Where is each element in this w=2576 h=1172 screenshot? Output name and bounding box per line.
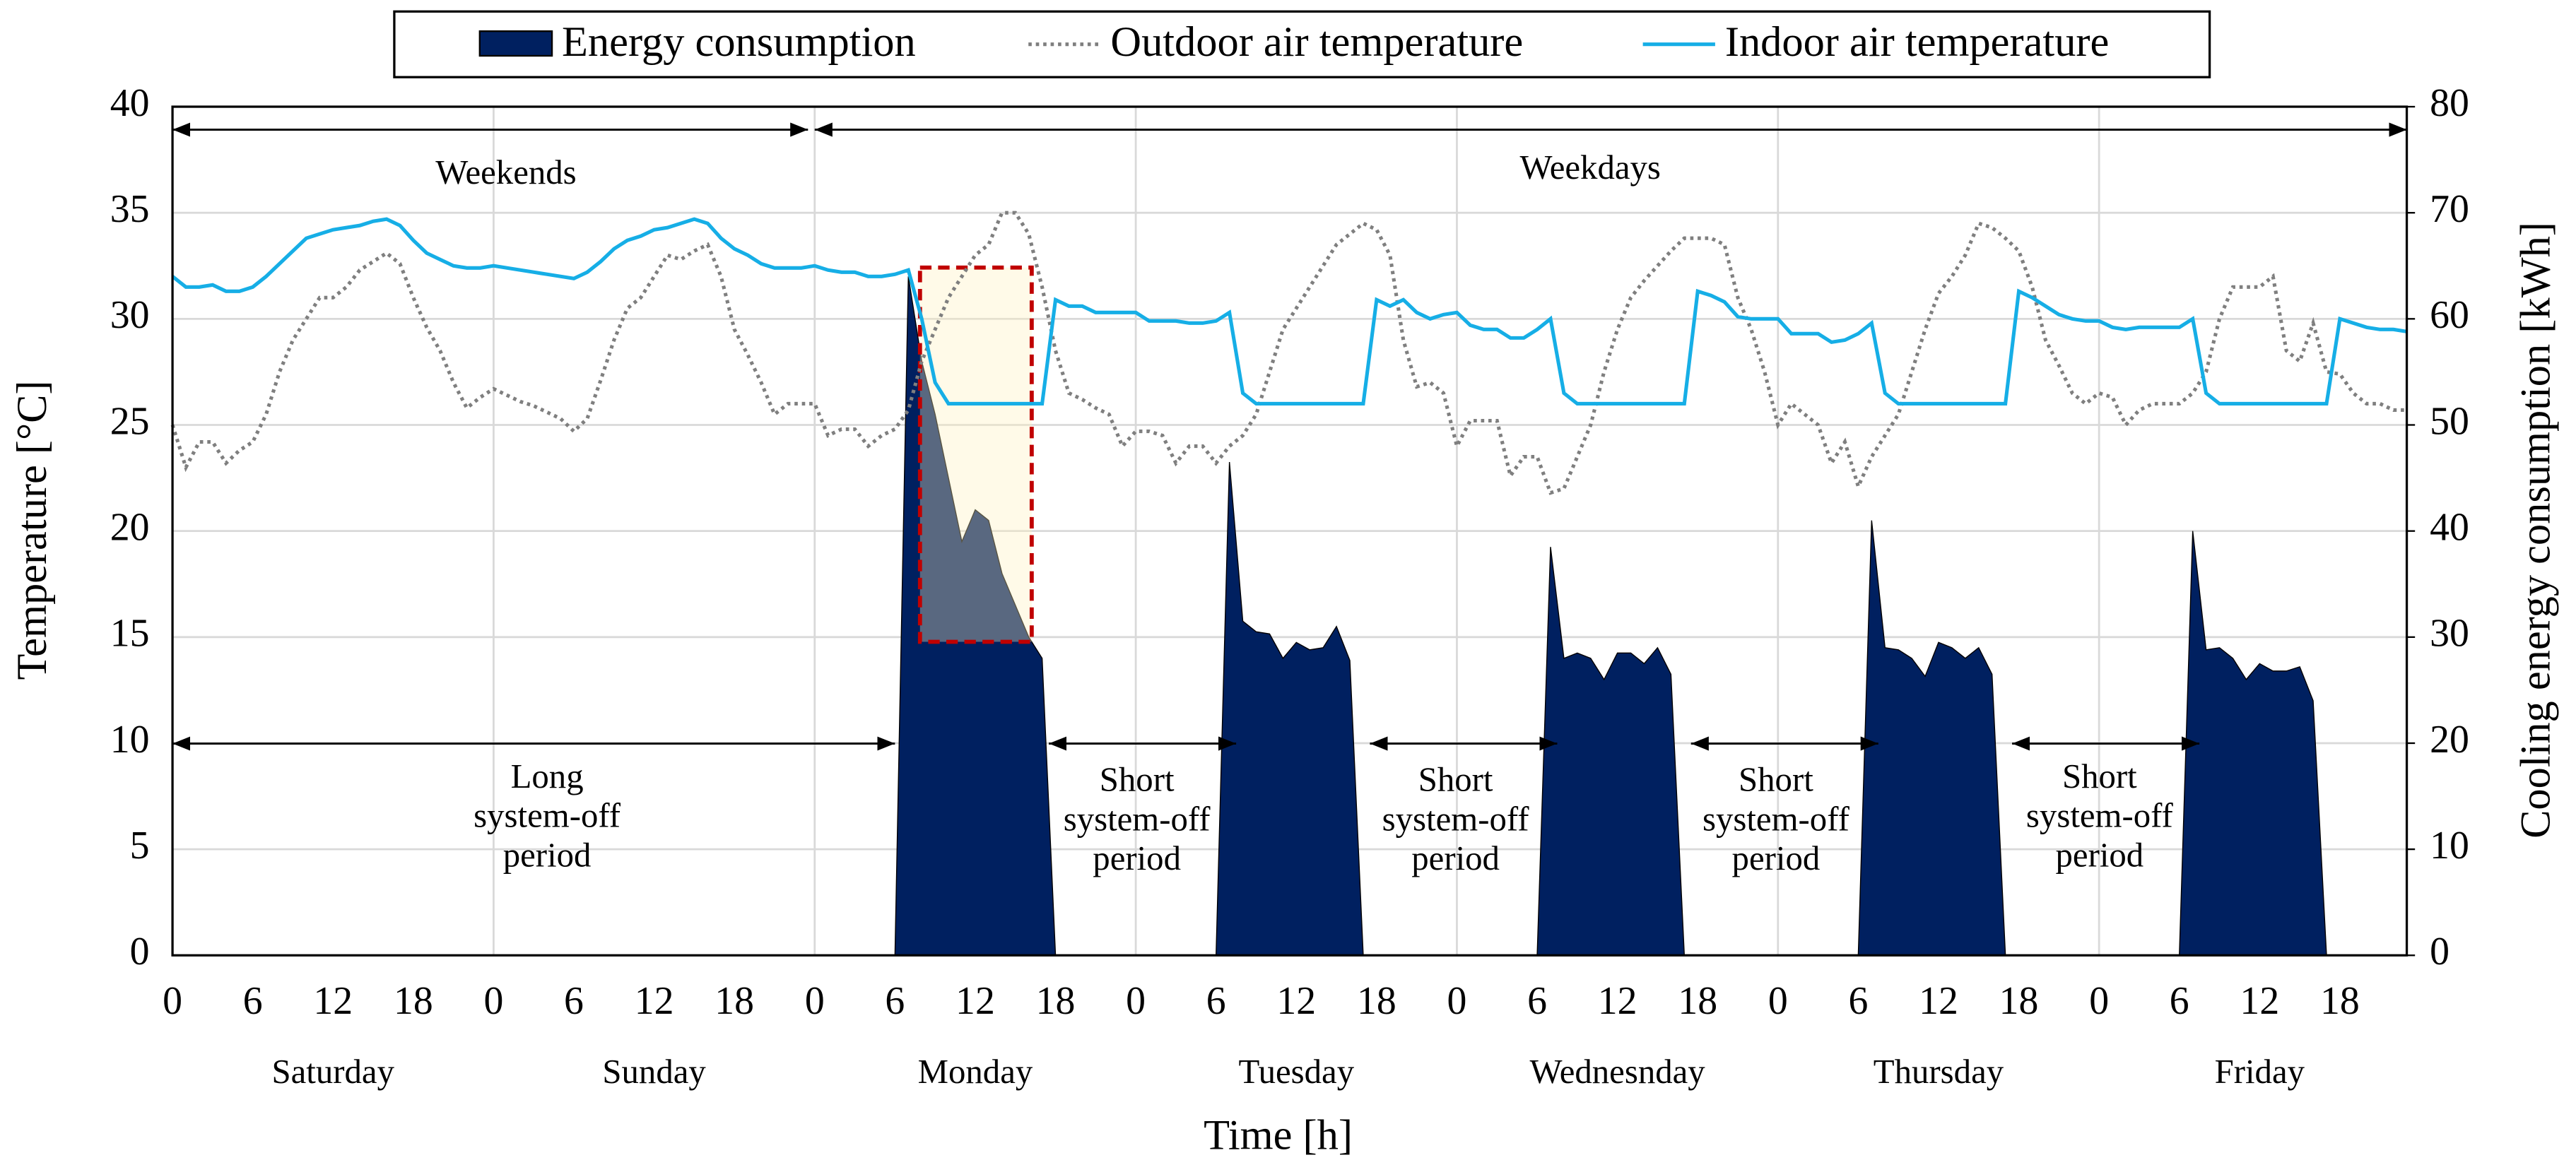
- x-tick-label: 0: [805, 979, 825, 1023]
- y-tick-label: 25: [110, 399, 150, 443]
- legend-box: [393, 10, 2211, 78]
- legend-label: Indoor air temperature: [1725, 18, 2110, 66]
- annotation-text: system-off: [474, 797, 621, 835]
- day-label: Saturday: [272, 1053, 395, 1091]
- annotation-text: Short: [2062, 757, 2137, 795]
- x-tick-label: 12: [313, 979, 353, 1023]
- y-tick-label: 30: [110, 293, 150, 337]
- annotation-text: Weekdays: [1520, 148, 1661, 187]
- legend-label: Energy consumption: [562, 18, 916, 66]
- annotation-text: period: [503, 836, 592, 874]
- x-tick-label: 0: [163, 979, 182, 1023]
- x-axis-title: Time [h]: [1204, 1111, 1353, 1159]
- x-tick-label: 12: [2240, 979, 2279, 1023]
- y2-tick-label: 40: [2430, 505, 2469, 549]
- highlight-box: [917, 265, 1034, 644]
- annotation-text: Short: [1418, 761, 1493, 799]
- line: [170, 211, 2407, 495]
- x-tick-label: 12: [1276, 979, 1316, 1023]
- day-label: Monday: [918, 1053, 1033, 1091]
- x-tick-label: 6: [1527, 979, 1547, 1023]
- day-label: Thursday: [1874, 1053, 2004, 1091]
- x-tick-label: 18: [1999, 979, 2039, 1023]
- legend-label: Outdoor air temperature: [1110, 18, 1523, 66]
- x-tick-label: 12: [955, 979, 995, 1023]
- annotation-text: system-off: [2026, 797, 2174, 835]
- y-axis-title: Temperature [°C]: [8, 380, 56, 680]
- x-tick-label: 6: [1206, 979, 1226, 1023]
- x-tick-label: 0: [1768, 979, 1788, 1023]
- y2-tick-label: 10: [2430, 824, 2469, 868]
- y2-tick-label: 0: [2430, 930, 2449, 973]
- annotation-text: period: [1093, 839, 1181, 877]
- x-tick-label: 6: [2170, 979, 2189, 1023]
- x-tick-label: 0: [2089, 979, 2109, 1023]
- y2-tick-label: 80: [2430, 81, 2469, 125]
- y-tick-label: 20: [110, 505, 150, 549]
- annotation-text: Long: [511, 757, 584, 795]
- x-tick-label: 12: [1598, 979, 1637, 1023]
- x-tick-label: 18: [394, 979, 433, 1023]
- x-tick-label: 6: [243, 979, 263, 1023]
- y-tick-label: 5: [130, 824, 150, 868]
- y2-tick-label: 20: [2430, 718, 2469, 762]
- day-label: Friday: [2215, 1053, 2305, 1091]
- y-tick-label: 10: [110, 718, 150, 762]
- plot-frame: [171, 105, 2409, 957]
- x-tick-label: 18: [1036, 979, 1076, 1023]
- y-tick-label: 40: [110, 81, 150, 125]
- legend-swatch: [478, 30, 553, 57]
- x-tick-label: 18: [714, 979, 754, 1023]
- y-tick-label: 0: [130, 930, 150, 973]
- x-tick-label: 0: [483, 979, 503, 1023]
- y2-tick-label: 50: [2430, 399, 2469, 443]
- annotation-text: system-off: [1702, 800, 1850, 838]
- y2-tick-label: 70: [2430, 187, 2469, 231]
- x-tick-label: 18: [1678, 979, 1717, 1023]
- x-tick-label: 18: [1357, 979, 1396, 1023]
- day-label: Tuesday: [1238, 1053, 1354, 1091]
- x-tick-label: 6: [885, 979, 905, 1023]
- y2-tick-label: 30: [2430, 612, 2469, 656]
- x-tick-label: 0: [1447, 979, 1467, 1023]
- annotation-text: Short: [1100, 761, 1175, 799]
- y-tick-label: 15: [110, 612, 150, 656]
- annotation-text: Short: [1739, 761, 1813, 799]
- y2-tick-label: 60: [2430, 293, 2469, 337]
- x-tick-label: 6: [564, 979, 584, 1023]
- annotation-text: system-off: [1382, 800, 1530, 838]
- x-tick-label: 0: [1126, 979, 1146, 1023]
- annotation-text: period: [2056, 836, 2144, 874]
- annotation-text: period: [1732, 839, 1821, 877]
- x-tick-label: 12: [635, 979, 674, 1023]
- y-tick-label: 35: [110, 187, 150, 231]
- annotation-text: Weekends: [435, 153, 576, 191]
- annotation-text: system-off: [1064, 800, 1211, 838]
- y2-axis-title: Cooling energy consumption [kWh]: [2512, 222, 2560, 839]
- x-tick-label: 18: [2320, 979, 2360, 1023]
- annotation-text: period: [1411, 839, 1500, 877]
- line: [171, 217, 2407, 406]
- day-label: Sunday: [602, 1053, 706, 1091]
- x-tick-label: 12: [1919, 979, 1958, 1023]
- day-label: Wednesnday: [1530, 1053, 1706, 1091]
- x-tick-label: 6: [1848, 979, 1868, 1023]
